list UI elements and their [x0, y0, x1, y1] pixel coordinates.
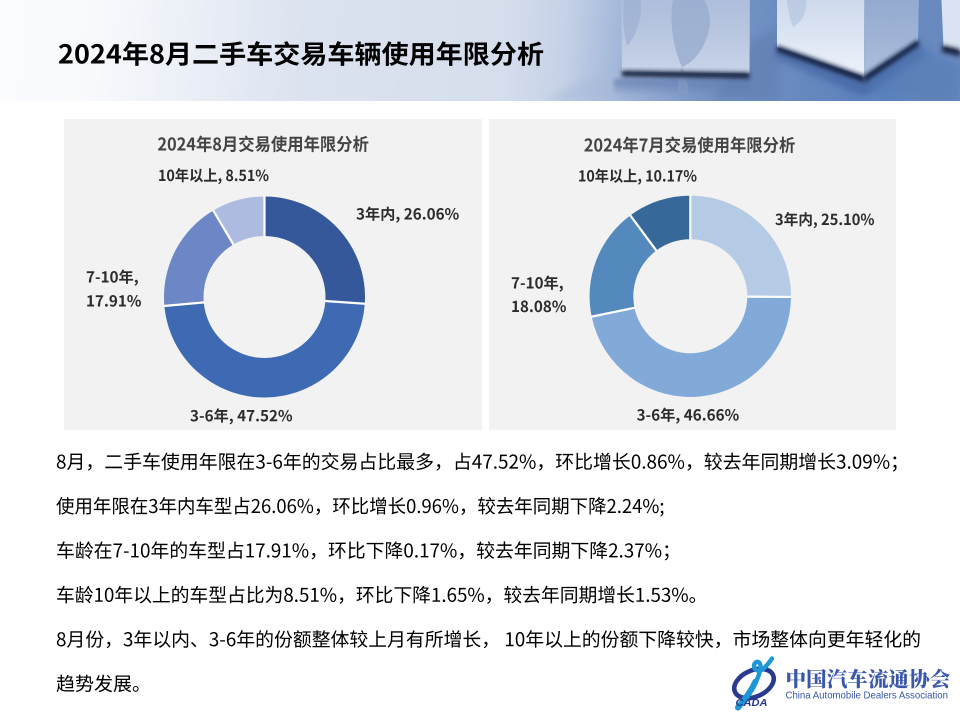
svg-text:China Automobile Dealers Assoc: China Automobile Dealers Association [786, 691, 949, 702]
svg-text:CADA: CADA [736, 697, 768, 709]
